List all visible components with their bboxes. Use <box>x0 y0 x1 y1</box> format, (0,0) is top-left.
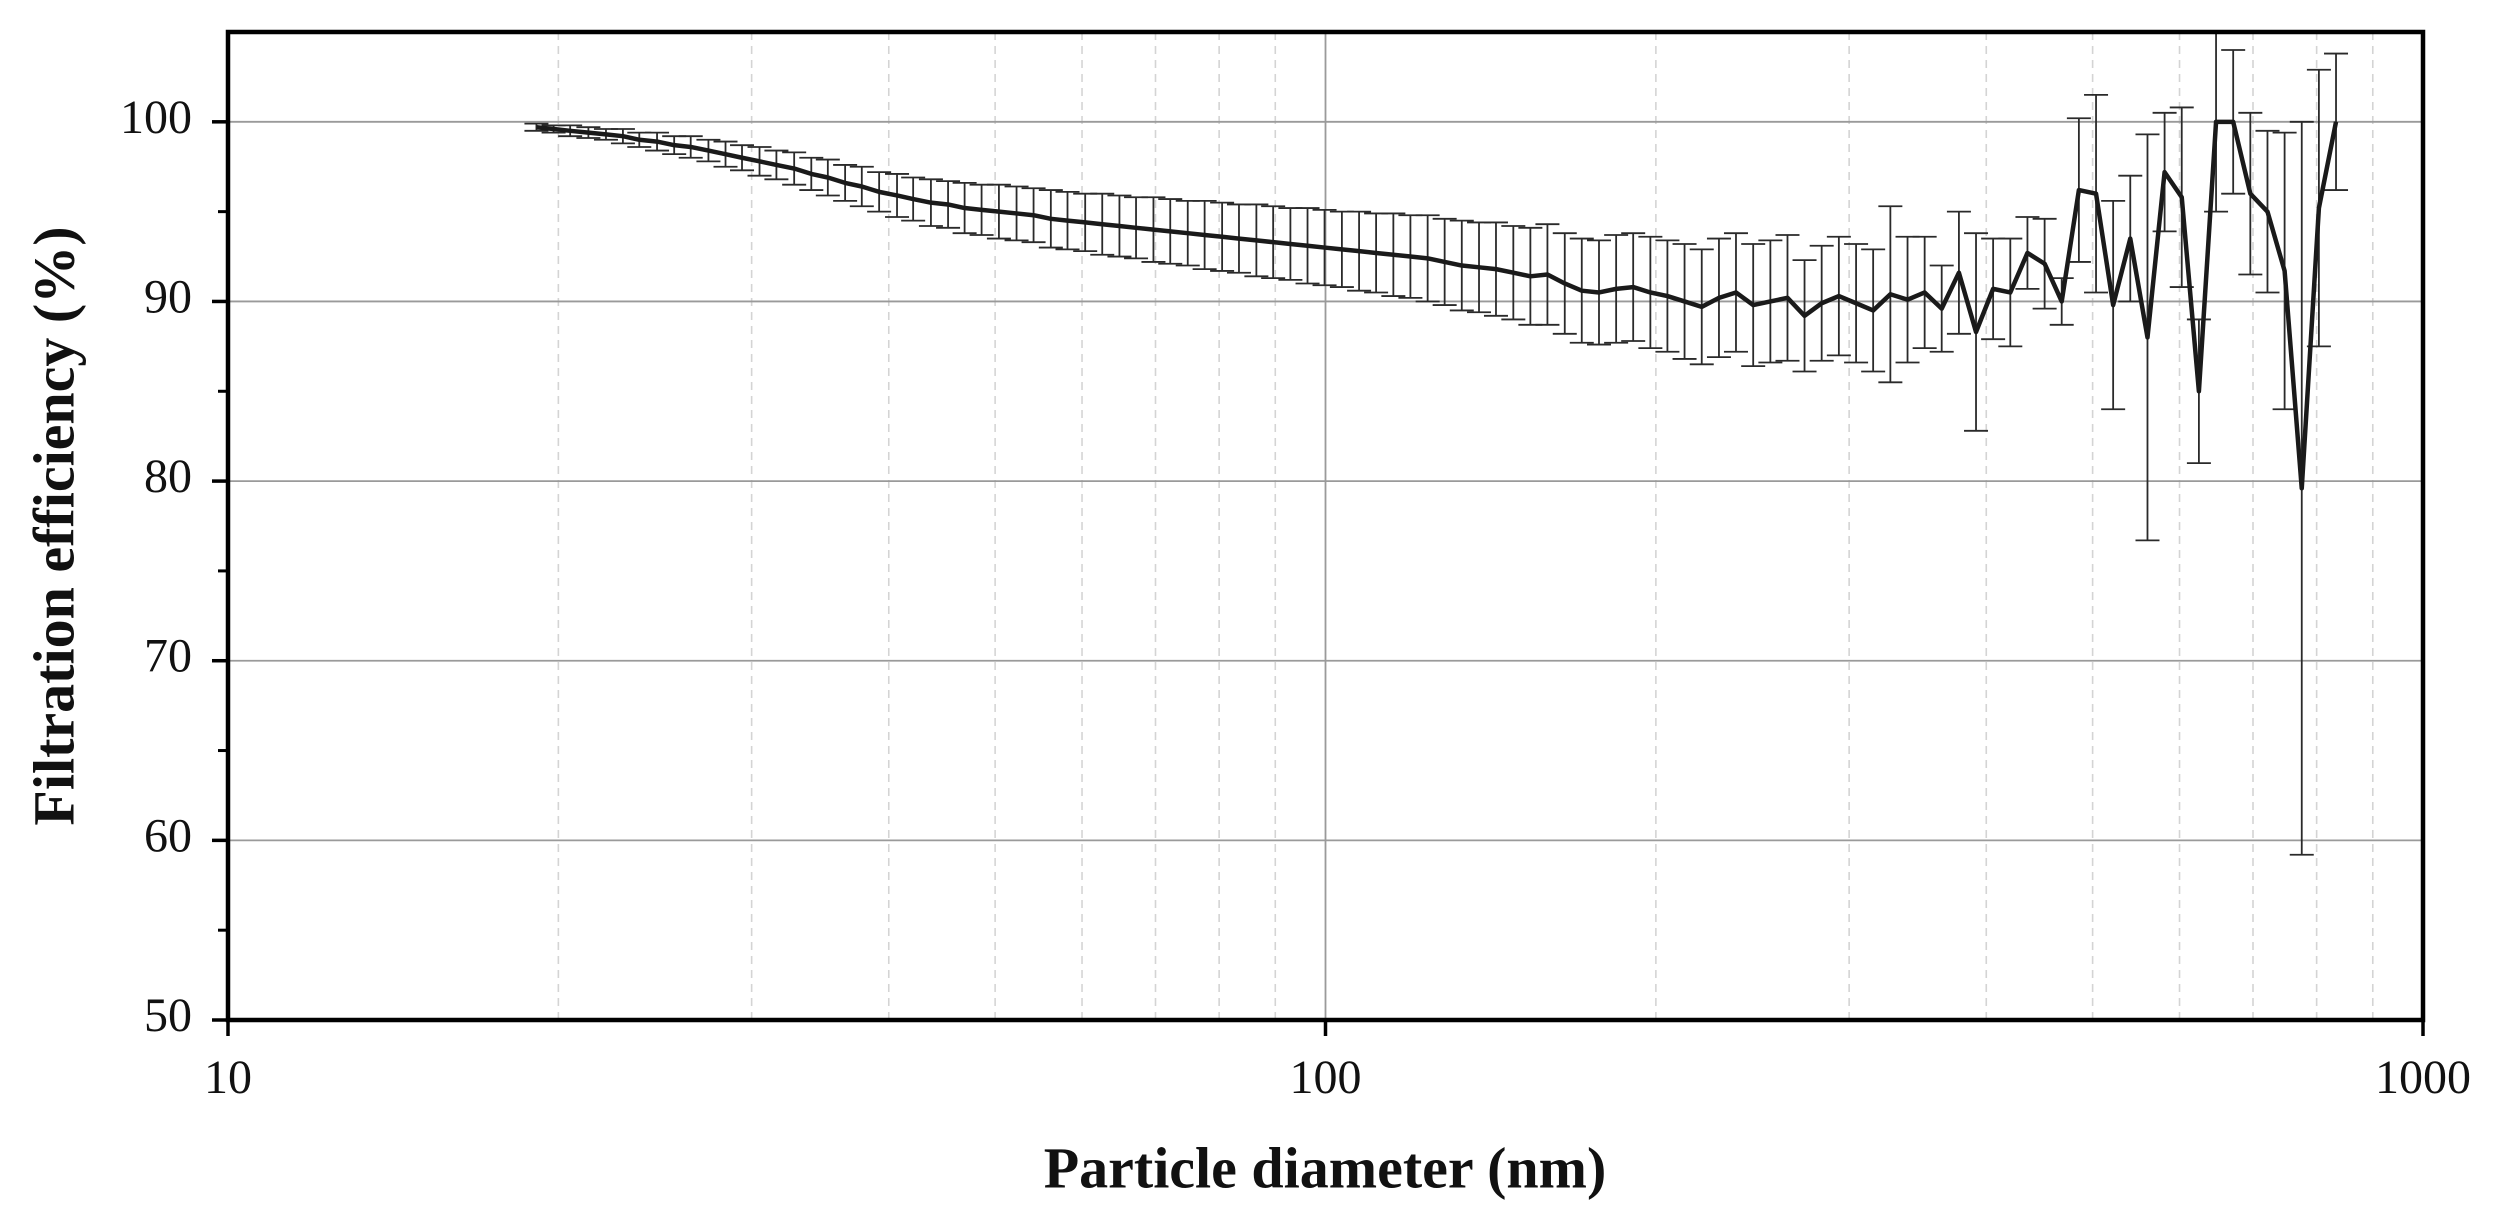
x-axis-label: Particle diameter (nm) <box>1044 1135 1607 1200</box>
y-tick-label: 50 <box>144 989 192 1042</box>
y-tick-label: 100 <box>120 91 192 144</box>
plot-frame <box>225 29 2426 1023</box>
y-tick-label: 60 <box>144 809 192 862</box>
x-tick-label: 1000 <box>2375 1051 2471 1104</box>
y-tick-label: 70 <box>144 630 192 683</box>
x-tick-label: 10 <box>204 1051 252 1104</box>
y-tick-label: 80 <box>144 450 192 503</box>
data-line <box>536 119 2339 491</box>
y-axis-label: Filtration efficiency (%) <box>21 226 86 825</box>
x-tick-label: 100 <box>1290 1051 1362 1104</box>
error-bar <box>2324 52 2349 191</box>
plot-area <box>524 32 2349 856</box>
y-tick-label: 90 <box>144 270 192 323</box>
